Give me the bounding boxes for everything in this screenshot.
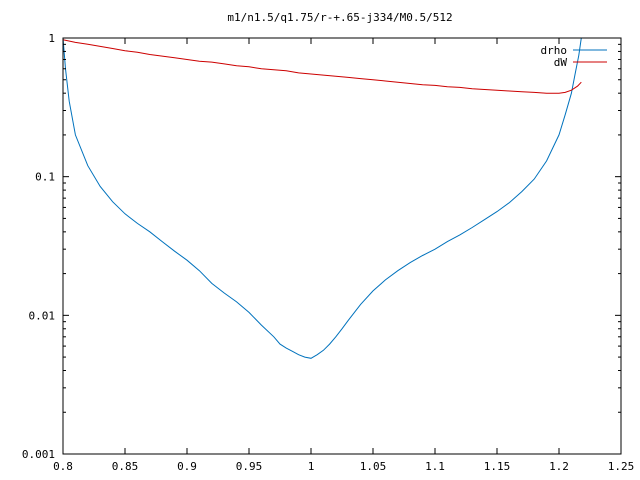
plot-frame [62,37,622,455]
x-tick-label: 1.15 [484,460,511,473]
axes: 0.8 0.85 0.9 0.95 1 1.05 1.1 1.15 1.2 1.25 1 0.1 0.0… [22,32,634,473]
x-tick-label: 0.85 [112,460,139,473]
x-tick-label: 1.25 [608,460,635,473]
legend-label-dW: dW [554,56,568,69]
x-tick-label: 1.05 [360,460,387,473]
x-tick-label: 0.95 [236,460,263,473]
x-tick-label: 0.8 [53,460,73,473]
chart-title: m1/n1.5/q1.75/r-+.65-j334/M0.5/512 [227,11,452,24]
x-tick-label: 1 [308,460,315,473]
plot-area [62,37,582,359]
x-tick-label: 0.9 [177,460,197,473]
y-tick-label: 1 [48,32,55,45]
legend-label-drho: drho [541,44,568,57]
y-tick-label: 0.001 [22,448,55,461]
y-tick-label: 0.1 [35,171,55,184]
series-line-drho [62,37,582,359]
x-tick-label: 1.2 [549,460,569,473]
y-tick-label: 0.01 [29,309,56,322]
x-tick-label: 1.1 [425,460,445,473]
series-line-dW [62,39,582,94]
